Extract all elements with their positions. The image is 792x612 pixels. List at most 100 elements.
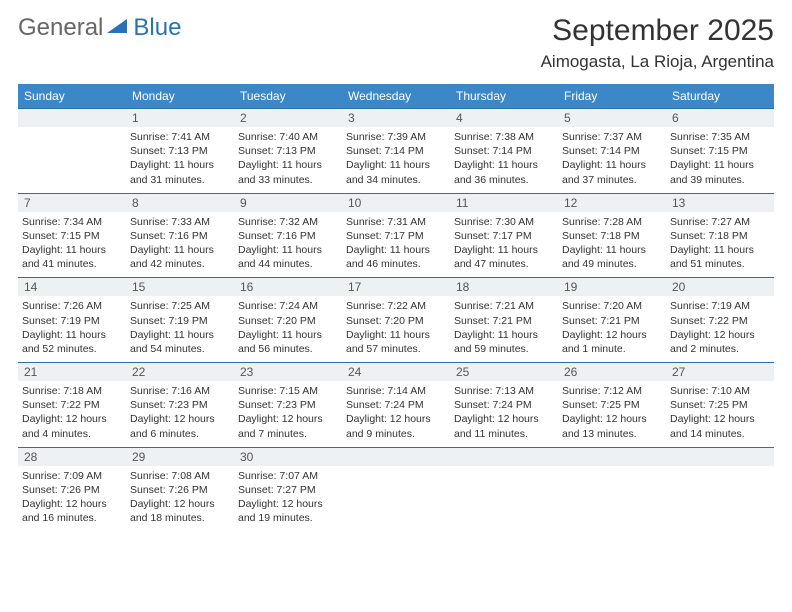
day-cell: Sunrise: 7:38 AMSunset: 7:14 PMDaylight:… bbox=[450, 127, 558, 193]
sunset-text: Sunset: 7:13 PM bbox=[130, 144, 230, 158]
title-block: September 2025 Aimogasta, La Rioja, Arge… bbox=[541, 14, 774, 72]
day-cell: Sunrise: 7:37 AMSunset: 7:14 PMDaylight:… bbox=[558, 127, 666, 193]
day-number: 29 bbox=[126, 447, 234, 466]
daylight-text: Daylight: 12 hours and 7 minutes. bbox=[238, 412, 338, 440]
day-number bbox=[666, 447, 774, 466]
day-number: 4 bbox=[450, 109, 558, 128]
daylight-text: Daylight: 12 hours and 14 minutes. bbox=[670, 412, 770, 440]
daylight-text: Daylight: 12 hours and 13 minutes. bbox=[562, 412, 662, 440]
sunrise-text: Sunrise: 7:26 AM bbox=[22, 299, 122, 313]
daylight-text: Daylight: 11 hours and 37 minutes. bbox=[562, 158, 662, 186]
sunrise-text: Sunrise: 7:21 AM bbox=[454, 299, 554, 313]
sunset-text: Sunset: 7:14 PM bbox=[562, 144, 662, 158]
sunset-text: Sunset: 7:13 PM bbox=[238, 144, 338, 158]
day-cell: Sunrise: 7:13 AMSunset: 7:24 PMDaylight:… bbox=[450, 381, 558, 447]
day-cell: Sunrise: 7:08 AMSunset: 7:26 PMDaylight:… bbox=[126, 466, 234, 532]
sunset-text: Sunset: 7:21 PM bbox=[562, 314, 662, 328]
sunset-text: Sunset: 7:26 PM bbox=[22, 483, 122, 497]
week-table: 123456Sunrise: 7:41 AMSunset: 7:13 PMDay… bbox=[18, 108, 774, 193]
sunrise-text: Sunrise: 7:07 AM bbox=[238, 469, 338, 483]
daylight-text: Daylight: 11 hours and 36 minutes. bbox=[454, 158, 554, 186]
sunset-text: Sunset: 7:14 PM bbox=[346, 144, 446, 158]
day-number-row: 123456 bbox=[18, 109, 774, 128]
sunrise-text: Sunrise: 7:12 AM bbox=[562, 384, 662, 398]
day-number: 21 bbox=[18, 363, 126, 382]
sunset-text: Sunset: 7:22 PM bbox=[22, 398, 122, 412]
day-number: 3 bbox=[342, 109, 450, 128]
daylight-text: Daylight: 11 hours and 49 minutes. bbox=[562, 243, 662, 271]
sunrise-text: Sunrise: 7:20 AM bbox=[562, 299, 662, 313]
day-number: 18 bbox=[450, 278, 558, 297]
week-content-row: Sunrise: 7:34 AMSunset: 7:15 PMDaylight:… bbox=[18, 212, 774, 278]
day-cell: Sunrise: 7:35 AMSunset: 7:15 PMDaylight:… bbox=[666, 127, 774, 193]
week-content-row: Sunrise: 7:09 AMSunset: 7:26 PMDaylight:… bbox=[18, 466, 774, 532]
daylight-text: Daylight: 12 hours and 6 minutes. bbox=[130, 412, 230, 440]
day-cell: Sunrise: 7:26 AMSunset: 7:19 PMDaylight:… bbox=[18, 296, 126, 362]
daylight-text: Daylight: 11 hours and 54 minutes. bbox=[130, 328, 230, 356]
day-cell: Sunrise: 7:41 AMSunset: 7:13 PMDaylight:… bbox=[126, 127, 234, 193]
sunrise-text: Sunrise: 7:10 AM bbox=[670, 384, 770, 398]
sunset-text: Sunset: 7:17 PM bbox=[346, 229, 446, 243]
day-number-row: 282930 bbox=[18, 447, 774, 466]
daylight-text: Daylight: 11 hours and 33 minutes. bbox=[238, 158, 338, 186]
daylight-text: Daylight: 12 hours and 16 minutes. bbox=[22, 497, 122, 525]
dow-sunday: Sunday bbox=[18, 84, 126, 108]
day-number: 8 bbox=[126, 193, 234, 212]
weeks-container: 123456Sunrise: 7:41 AMSunset: 7:13 PMDay… bbox=[18, 108, 774, 531]
day-cell bbox=[558, 466, 666, 532]
sunrise-text: Sunrise: 7:24 AM bbox=[238, 299, 338, 313]
day-number: 2 bbox=[234, 109, 342, 128]
sunrise-text: Sunrise: 7:16 AM bbox=[130, 384, 230, 398]
day-number: 17 bbox=[342, 278, 450, 297]
sunrise-text: Sunrise: 7:25 AM bbox=[130, 299, 230, 313]
day-cell: Sunrise: 7:21 AMSunset: 7:21 PMDaylight:… bbox=[450, 296, 558, 362]
sunset-text: Sunset: 7:17 PM bbox=[454, 229, 554, 243]
day-cell: Sunrise: 7:30 AMSunset: 7:17 PMDaylight:… bbox=[450, 212, 558, 278]
sunset-text: Sunset: 7:15 PM bbox=[670, 144, 770, 158]
sunset-text: Sunset: 7:25 PM bbox=[562, 398, 662, 412]
day-number-row: 78910111213 bbox=[18, 193, 774, 212]
day-number: 11 bbox=[450, 193, 558, 212]
day-number: 14 bbox=[18, 278, 126, 297]
daylight-text: Daylight: 11 hours and 41 minutes. bbox=[22, 243, 122, 271]
sunset-text: Sunset: 7:21 PM bbox=[454, 314, 554, 328]
week-table: 14151617181920Sunrise: 7:26 AMSunset: 7:… bbox=[18, 277, 774, 362]
day-cell: Sunrise: 7:25 AMSunset: 7:19 PMDaylight:… bbox=[126, 296, 234, 362]
dow-thursday: Thursday bbox=[450, 84, 558, 108]
daylight-text: Daylight: 12 hours and 11 minutes. bbox=[454, 412, 554, 440]
week-table: 78910111213Sunrise: 7:34 AMSunset: 7:15 … bbox=[18, 193, 774, 278]
location: Aimogasta, La Rioja, Argentina bbox=[541, 52, 774, 72]
day-cell: Sunrise: 7:33 AMSunset: 7:16 PMDaylight:… bbox=[126, 212, 234, 278]
sunset-text: Sunset: 7:14 PM bbox=[454, 144, 554, 158]
day-cell: Sunrise: 7:16 AMSunset: 7:23 PMDaylight:… bbox=[126, 381, 234, 447]
daylight-text: Daylight: 12 hours and 9 minutes. bbox=[346, 412, 446, 440]
sunrise-text: Sunrise: 7:14 AM bbox=[346, 384, 446, 398]
sunrise-text: Sunrise: 7:40 AM bbox=[238, 130, 338, 144]
day-cell: Sunrise: 7:32 AMSunset: 7:16 PMDaylight:… bbox=[234, 212, 342, 278]
daylight-text: Daylight: 12 hours and 19 minutes. bbox=[238, 497, 338, 525]
day-cell: Sunrise: 7:07 AMSunset: 7:27 PMDaylight:… bbox=[234, 466, 342, 532]
sunrise-text: Sunrise: 7:38 AM bbox=[454, 130, 554, 144]
dow-saturday: Saturday bbox=[666, 84, 774, 108]
day-cell: Sunrise: 7:12 AMSunset: 7:25 PMDaylight:… bbox=[558, 381, 666, 447]
header: General Blue September 2025 Aimogasta, L… bbox=[18, 14, 774, 72]
sunset-text: Sunset: 7:25 PM bbox=[670, 398, 770, 412]
day-number: 5 bbox=[558, 109, 666, 128]
daylight-text: Daylight: 11 hours and 42 minutes. bbox=[130, 243, 230, 271]
day-number: 10 bbox=[342, 193, 450, 212]
daylight-text: Daylight: 11 hours and 46 minutes. bbox=[346, 243, 446, 271]
day-number: 9 bbox=[234, 193, 342, 212]
day-number bbox=[558, 447, 666, 466]
week-table: 282930Sunrise: 7:09 AMSunset: 7:26 PMDay… bbox=[18, 447, 774, 532]
day-number: 16 bbox=[234, 278, 342, 297]
day-cell: Sunrise: 7:20 AMSunset: 7:21 PMDaylight:… bbox=[558, 296, 666, 362]
day-cell: Sunrise: 7:14 AMSunset: 7:24 PMDaylight:… bbox=[342, 381, 450, 447]
daylight-text: Daylight: 11 hours and 59 minutes. bbox=[454, 328, 554, 356]
sunset-text: Sunset: 7:23 PM bbox=[238, 398, 338, 412]
day-number bbox=[450, 447, 558, 466]
daylight-text: Daylight: 11 hours and 34 minutes. bbox=[346, 158, 446, 186]
day-number: 7 bbox=[18, 193, 126, 212]
sunrise-text: Sunrise: 7:30 AM bbox=[454, 215, 554, 229]
daylight-text: Daylight: 12 hours and 18 minutes. bbox=[130, 497, 230, 525]
day-number: 26 bbox=[558, 363, 666, 382]
